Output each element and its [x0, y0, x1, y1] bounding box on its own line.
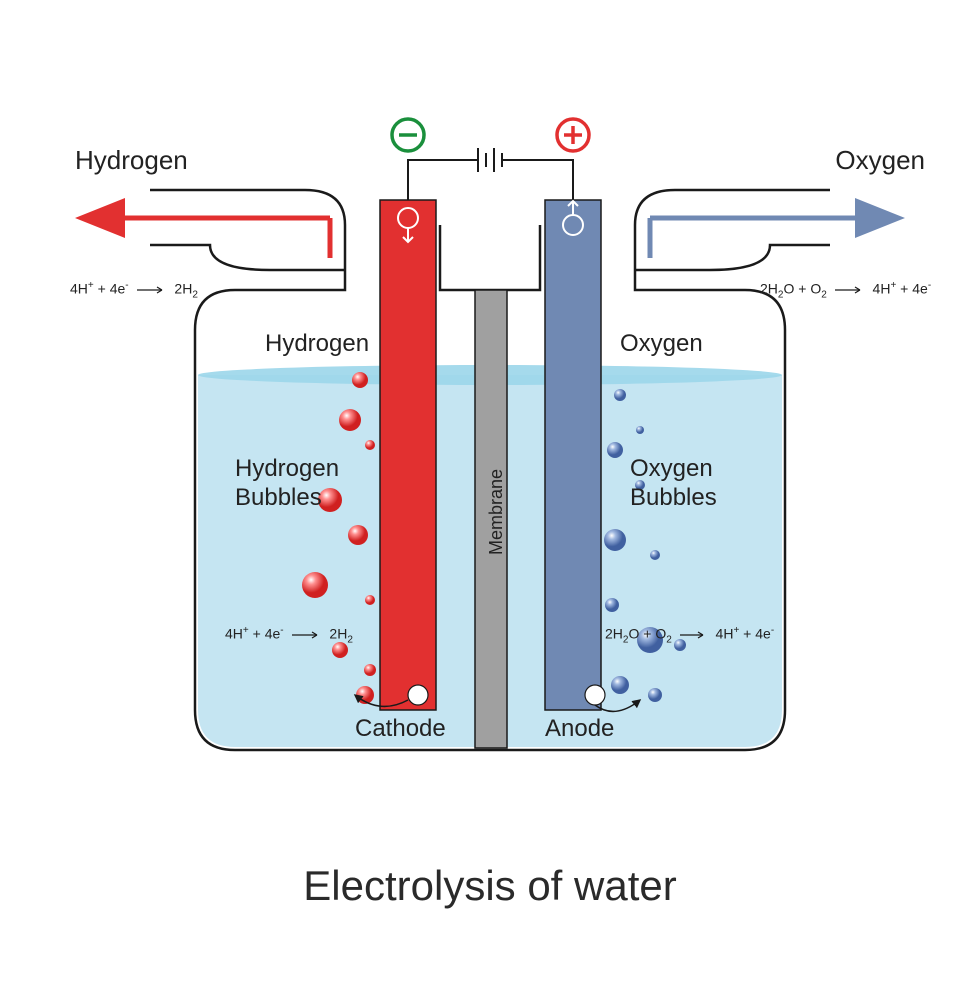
anode-electrode [545, 200, 605, 710]
outlet-tubes [150, 190, 830, 270]
oxygen-bubbles-label: OxygenBubbles [630, 455, 717, 513]
membrane-label: Membrane [486, 469, 507, 555]
anode-outer-equation: 2H2O + O2 4H+ + 4e- [760, 280, 931, 300]
positive-terminal-icon [557, 119, 589, 151]
cathode-inner-equation: 4H+ + 4e- 2H2 [225, 625, 353, 645]
hydrogen-outer-label: Hydrogen [75, 145, 188, 176]
negative-terminal-icon [392, 119, 424, 151]
circuit [408, 148, 573, 200]
hydrogen-inner-label: Hydrogen [265, 330, 369, 358]
diagram-title: Electrolysis of water [303, 862, 676, 910]
cathode-outer-equation: 4H+ + 4e- 2H2 [70, 280, 198, 300]
hydrogen-bubbles-label: HydrogenBubbles [235, 455, 339, 513]
oxygen-inner-label: Oxygen [620, 330, 703, 358]
anode-inner-equation: 2H2O + O2 4H+ + 4e- [605, 625, 774, 645]
cathode-label: Cathode [355, 715, 446, 743]
oxygen-arrow [650, 198, 905, 258]
oxygen-outer-label: Oxygen [835, 145, 925, 176]
anode-label: Anode [545, 715, 614, 743]
cathode-electrode [380, 200, 436, 710]
hydrogen-arrow [75, 198, 330, 258]
